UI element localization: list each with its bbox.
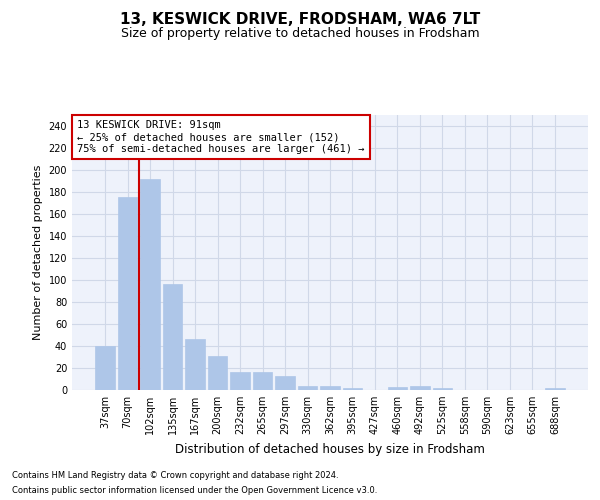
Bar [410, 386, 430, 390]
Bar [118, 198, 137, 390]
Text: Contains HM Land Registry data © Crown copyright and database right 2024.: Contains HM Land Registry data © Crown c… [12, 471, 338, 480]
Bar [388, 386, 407, 390]
Bar [545, 388, 565, 390]
Text: 13 KESWICK DRIVE: 91sqm
← 25% of detached houses are smaller (152)
75% of semi-d: 13 KESWICK DRIVE: 91sqm ← 25% of detache… [77, 120, 365, 154]
Bar [95, 346, 115, 390]
Bar [208, 356, 227, 390]
Bar [343, 388, 362, 390]
Bar [253, 372, 272, 390]
Text: Contains public sector information licensed under the Open Government Licence v3: Contains public sector information licen… [12, 486, 377, 495]
Bar [298, 386, 317, 390]
Text: Size of property relative to detached houses in Frodsham: Size of property relative to detached ho… [121, 28, 479, 40]
Bar [275, 376, 295, 390]
Bar [433, 388, 452, 390]
Bar [230, 372, 250, 390]
X-axis label: Distribution of detached houses by size in Frodsham: Distribution of detached houses by size … [175, 442, 485, 456]
Y-axis label: Number of detached properties: Number of detached properties [33, 165, 43, 340]
Bar [163, 284, 182, 390]
Bar [320, 386, 340, 390]
Bar [185, 340, 205, 390]
Text: 13, KESWICK DRIVE, FRODSHAM, WA6 7LT: 13, KESWICK DRIVE, FRODSHAM, WA6 7LT [120, 12, 480, 28]
Bar [140, 179, 160, 390]
